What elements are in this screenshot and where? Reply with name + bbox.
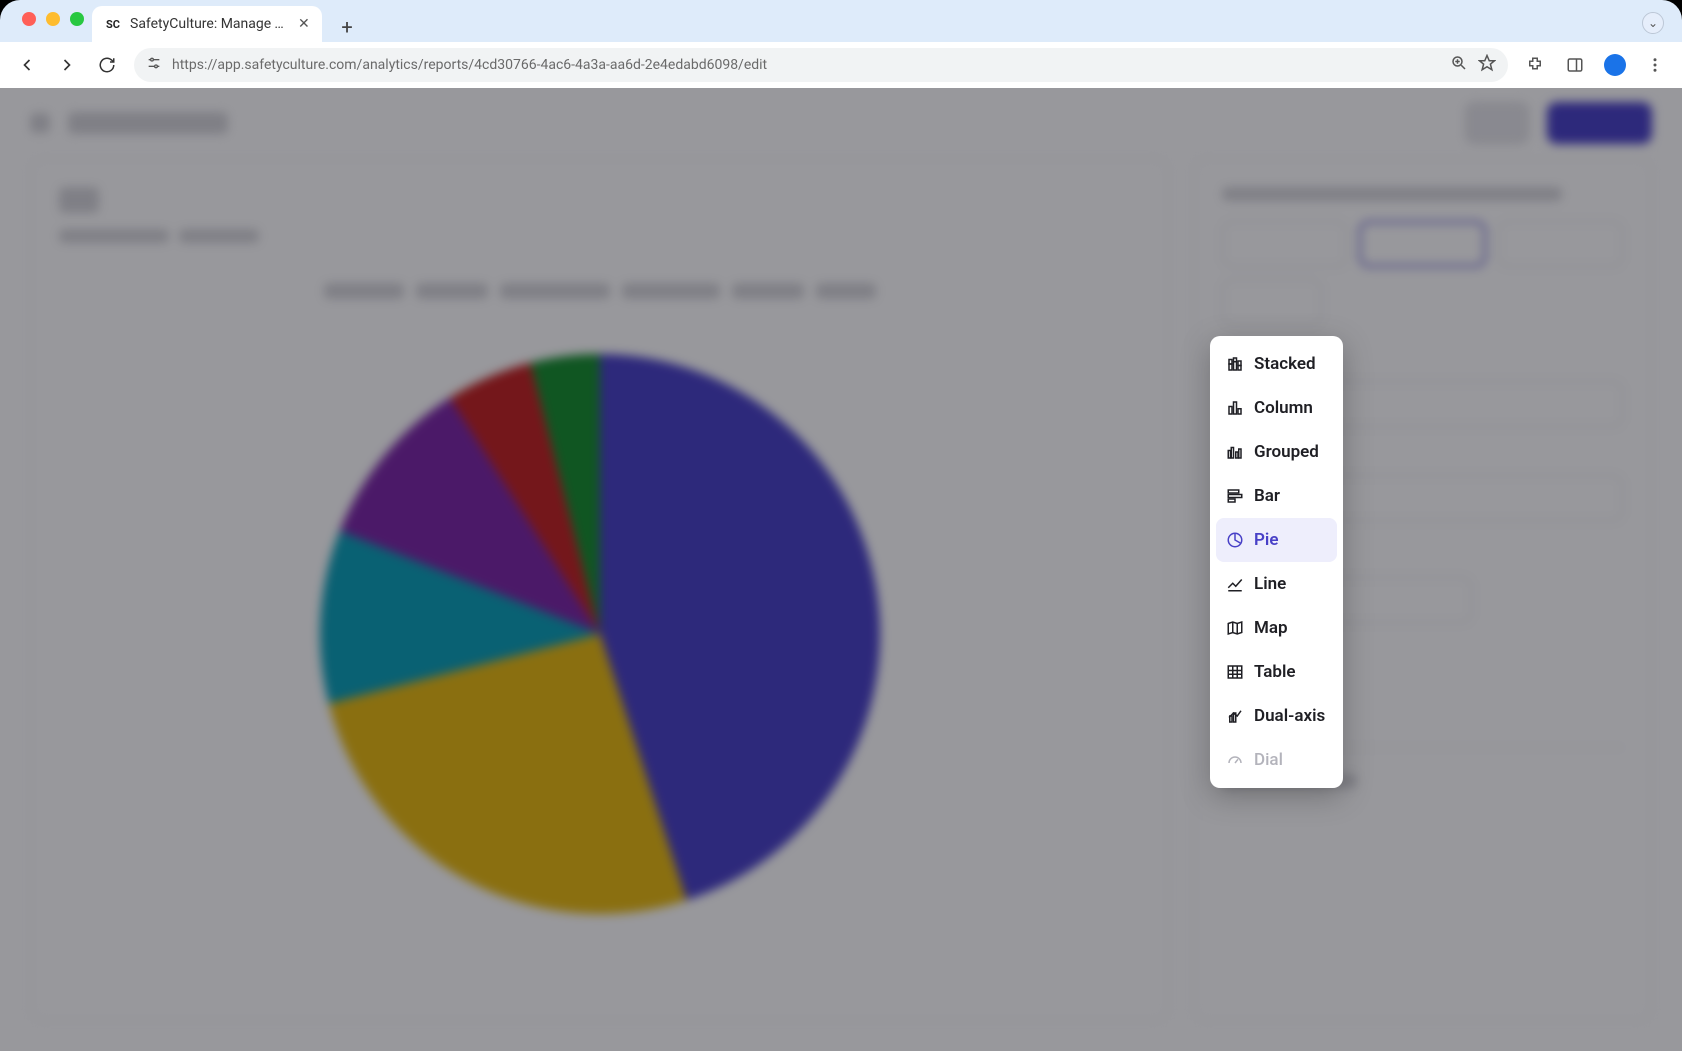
menu-item-label: Dual-axis xyxy=(1254,706,1325,726)
forward-button[interactable] xyxy=(54,52,80,78)
tab-strip: SC SafetyCulture: Manage Teams and… ✕ + … xyxy=(0,0,1682,42)
favicon-icon: SC xyxy=(104,15,122,33)
grouped-icon xyxy=(1226,443,1244,461)
menu-item-label: Pie xyxy=(1254,530,1278,550)
column-icon xyxy=(1226,399,1244,417)
side-panel-icon[interactable] xyxy=(1562,52,1588,78)
menu-item-bar[interactable]: Bar xyxy=(1216,474,1337,518)
new-tab-button[interactable]: + xyxy=(332,12,362,42)
menu-item-label: Dial xyxy=(1254,750,1283,770)
menu-item-label: Grouped xyxy=(1254,442,1319,462)
maximize-window-icon[interactable] xyxy=(70,12,84,26)
address-bar[interactable]: https://app.safetyculture.com/analytics/… xyxy=(134,48,1508,82)
menu-item-label: Table xyxy=(1254,662,1296,682)
browser-chrome: SC SafetyCulture: Manage Teams and… ✕ + … xyxy=(0,0,1682,88)
minimize-window-icon[interactable] xyxy=(46,12,60,26)
menu-item-label: Line xyxy=(1254,574,1286,594)
close-tab-icon[interactable]: ✕ xyxy=(298,16,310,32)
extensions-icon[interactable] xyxy=(1522,52,1548,78)
menu-item-map[interactable]: Map xyxy=(1216,606,1337,650)
pie-icon xyxy=(1226,531,1244,549)
profile-button[interactable] xyxy=(1602,52,1628,78)
menu-item-dual-axis[interactable]: Dual-axis xyxy=(1216,694,1337,738)
table-icon xyxy=(1226,663,1244,681)
reload-button[interactable] xyxy=(94,52,120,78)
menu-item-grouped[interactable]: Grouped xyxy=(1216,430,1337,474)
stacked-icon xyxy=(1226,355,1244,373)
dual-axis-icon xyxy=(1226,707,1244,725)
line-icon xyxy=(1226,575,1244,593)
menu-item-label: Bar xyxy=(1254,486,1280,506)
tab-title: SafetyCulture: Manage Teams and… xyxy=(130,16,290,32)
modal-scrim[interactable] xyxy=(0,88,1682,1051)
bar-icon xyxy=(1226,487,1244,505)
menu-item-line[interactable]: Line xyxy=(1216,562,1337,606)
avatar-icon xyxy=(1604,54,1626,76)
site-settings-icon[interactable] xyxy=(146,55,162,75)
dial-icon xyxy=(1226,751,1244,769)
menu-item-table[interactable]: Table xyxy=(1216,650,1337,694)
menu-item-label: Column xyxy=(1254,398,1313,418)
browser-tab[interactable]: SC SafetyCulture: Manage Teams and… ✕ xyxy=(92,6,322,42)
app-viewport: Pie Stacked Column Grouped Bar Pie Line Map Tab… xyxy=(0,88,1682,1051)
tab-overflow-button[interactable]: ⌄ xyxy=(1642,12,1664,34)
bookmark-icon[interactable] xyxy=(1478,54,1496,76)
url-text: https://app.safetyculture.com/analytics/… xyxy=(172,57,1440,73)
menu-item-label: Map xyxy=(1254,618,1288,638)
browser-toolbar: https://app.safetyculture.com/analytics/… xyxy=(0,42,1682,88)
zoom-icon[interactable] xyxy=(1450,54,1468,76)
menu-item-stacked[interactable]: Stacked xyxy=(1216,342,1337,386)
menu-item-column[interactable]: Column xyxy=(1216,386,1337,430)
chart-type-menu: Stacked Column Grouped Bar Pie Line Map Table Du… xyxy=(1210,336,1343,788)
back-button[interactable] xyxy=(14,52,40,78)
kebab-menu-icon[interactable] xyxy=(1642,52,1668,78)
menu-item-label: Stacked xyxy=(1254,354,1316,374)
menu-item-pie[interactable]: Pie xyxy=(1216,518,1337,562)
map-icon xyxy=(1226,619,1244,637)
menu-item-dial: Dial xyxy=(1216,738,1337,782)
window-controls xyxy=(14,0,92,42)
close-window-icon[interactable] xyxy=(22,12,36,26)
